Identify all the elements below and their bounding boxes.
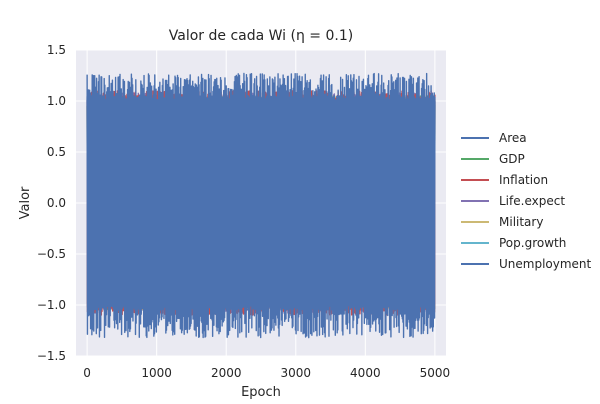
x-tick-label: 0: [83, 366, 91, 380]
legend: Area GDP Inflation Life.expect Military Pop.g…: [461, 131, 592, 271]
x-axis-label: Epoch: [241, 385, 281, 400]
x-tick-label: 4000: [350, 366, 381, 380]
legend-label: Unemployment: [499, 257, 592, 271]
legend-label: Life.expect: [499, 194, 565, 208]
series-line-unemployment: [86, 72, 436, 339]
y-tick-label: 1.5: [47, 43, 66, 57]
legend-label: Pop.growth: [499, 236, 566, 250]
legend-label: GDP: [499, 152, 525, 166]
y-axis-label: Valor: [18, 186, 33, 219]
legend-label: Inflation: [499, 173, 548, 187]
y-tick-label: −1.0: [37, 298, 66, 312]
series-lines: [86, 72, 436, 339]
x-tick-label: 3000: [281, 366, 312, 380]
y-tick-label: 0.0: [47, 196, 66, 210]
y-tick-label: 1.0: [47, 94, 66, 108]
legend-label: Military: [499, 215, 543, 229]
y-axis-ticks: −1.5 −1.0 −0.5 0.0 0.5 1.0 1.5: [37, 43, 66, 363]
x-tick-label: 2000: [211, 366, 242, 380]
y-tick-label: 0.5: [47, 145, 66, 159]
y-tick-label: −1.5: [37, 349, 66, 363]
x-axis-ticks: 0 1000 2000 3000 4000 5000: [83, 366, 450, 380]
x-tick-label: 1000: [141, 366, 172, 380]
legend-label: Area: [499, 131, 527, 145]
x-tick-label: 5000: [420, 366, 451, 380]
y-tick-label: −0.5: [37, 247, 66, 261]
chart-title: Valor de cada Wi (η = 0.1): [169, 28, 353, 44]
